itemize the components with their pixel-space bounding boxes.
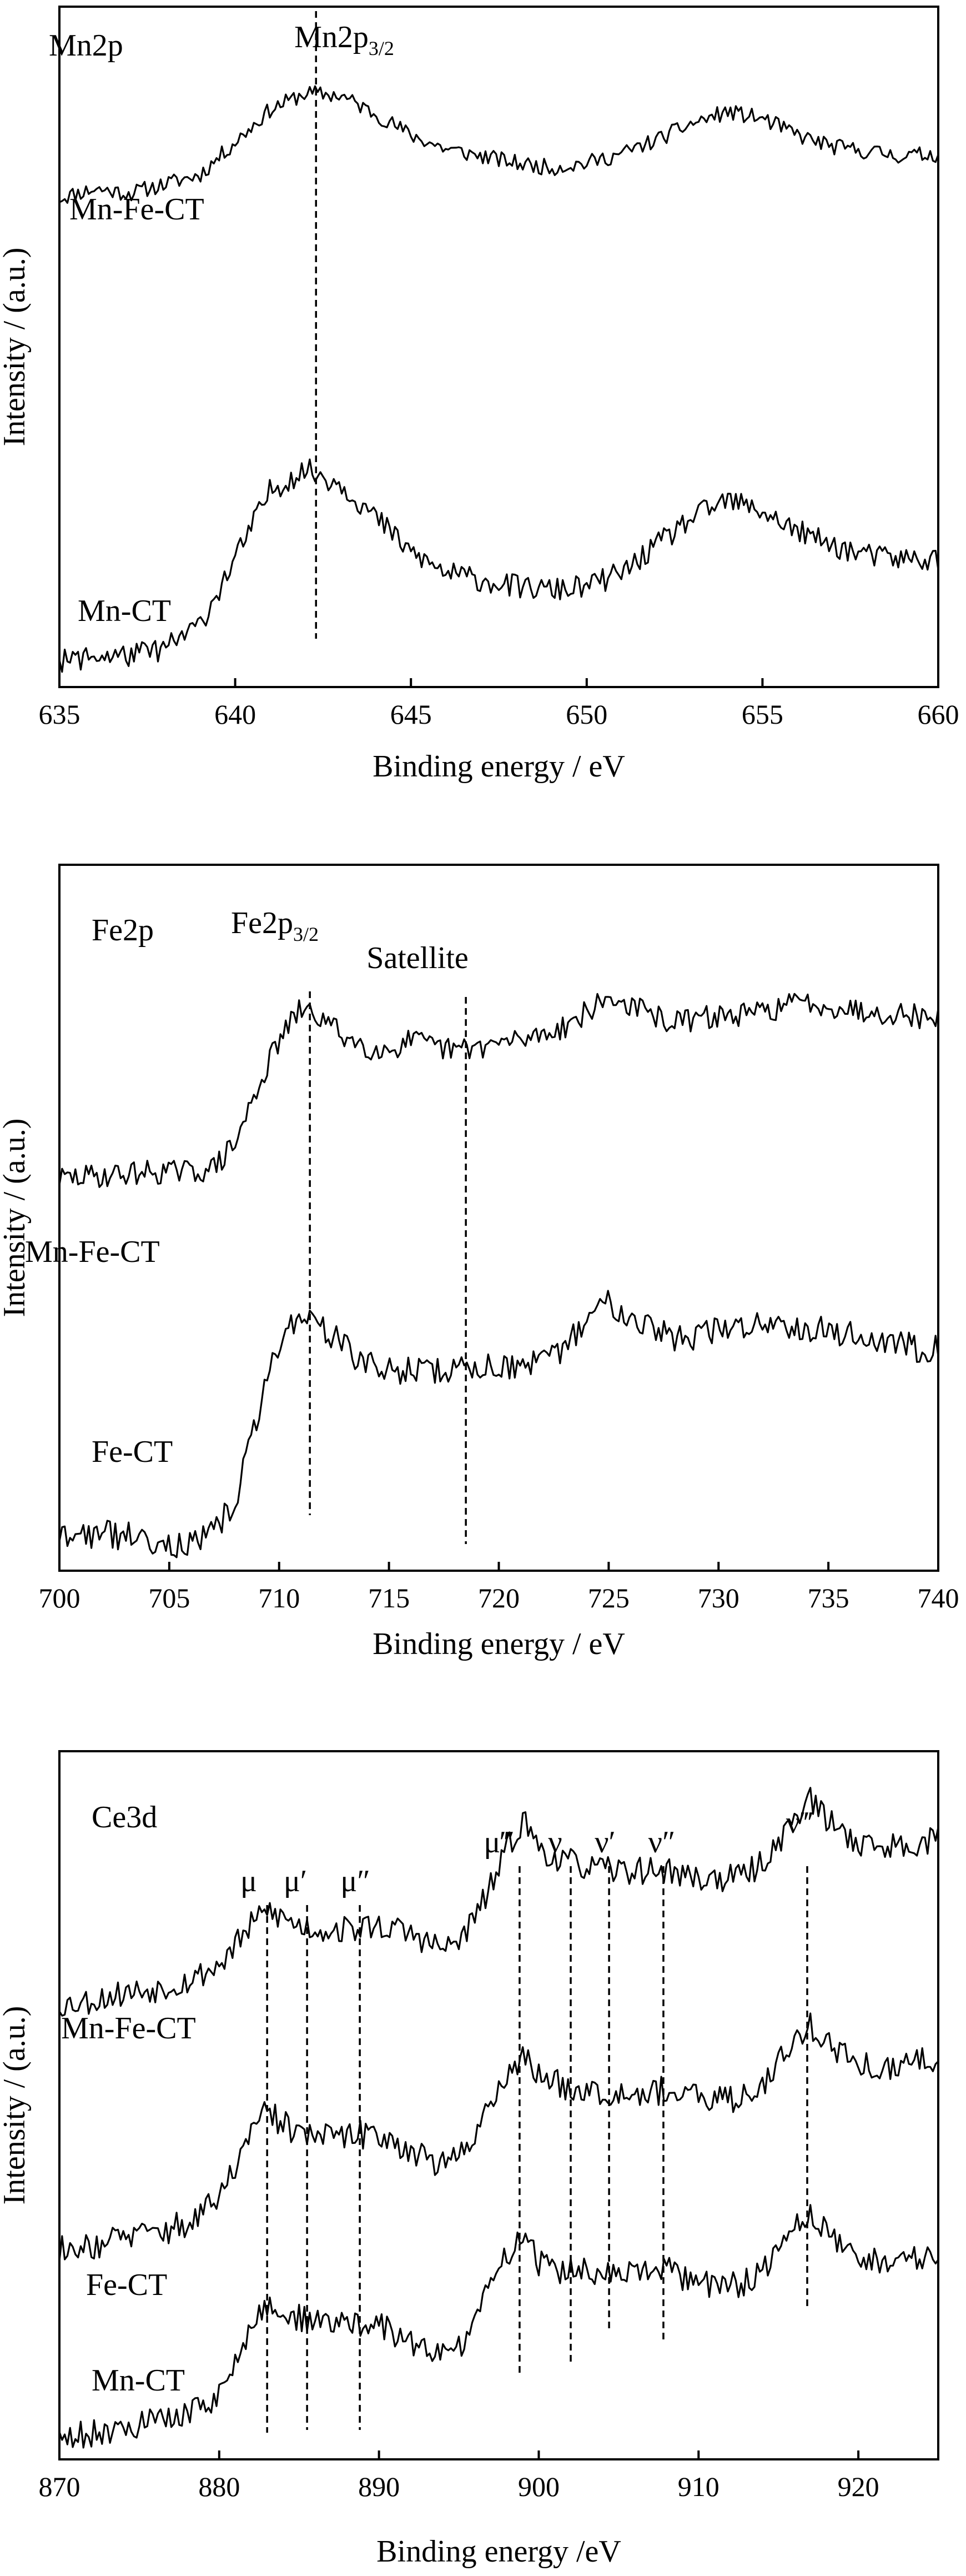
x-tick-label: 715 — [368, 1582, 410, 1613]
series-label: Mn-Fe-CT — [61, 2011, 196, 2046]
x-tick-label: 725 — [588, 1582, 630, 1613]
x-tick-label: 705 — [148, 1582, 190, 1613]
x-tick-label: 710 — [258, 1582, 300, 1613]
y-axis-label: Intensity / (a.u.) — [0, 1119, 32, 1317]
spectrum-line-mn-ct — [58, 2204, 939, 2449]
x-tick-label: 740 — [918, 1582, 959, 1613]
peak-label: ν′ — [595, 1825, 616, 1860]
spectrum-line-mn-ct — [58, 458, 939, 673]
x-tick-label: 640 — [214, 699, 256, 730]
peak-label: ν‴ — [786, 1806, 813, 1840]
x-tick-label: 655 — [742, 699, 783, 730]
plot-frame — [58, 864, 939, 1572]
peak-label: Fe2p3/2 — [231, 906, 319, 945]
x-tick-label: 660 — [918, 699, 959, 730]
spectrum-line-mn-fe-ct — [59, 85, 939, 204]
x-tick-label: 890 — [358, 2471, 400, 2502]
spectrum-line-mn-fe-ct — [58, 1787, 939, 2017]
chart-panel-ce3d: 870 880 890 900 910 920 Binding energy /eV Inte… — [0, 1750, 939, 2569]
series-label: Fe-CT — [92, 1435, 173, 1469]
x-tick-label: 730 — [698, 1582, 739, 1613]
x-tick-label: 880 — [198, 2471, 240, 2502]
spectrum-line-fe-ct — [58, 2012, 939, 2262]
series-label: Mn-Fe-CT — [69, 192, 204, 227]
series-label: Mn-Fe-CT — [25, 1235, 160, 1269]
panel-label: Fe2p — [92, 913, 154, 948]
peak-label: ν — [548, 1825, 562, 1860]
spectrum-line-mn-fe-ct — [58, 993, 939, 1188]
series-label: Mn-CT — [92, 2363, 185, 2398]
x-tick-label: 650 — [566, 699, 607, 730]
plot-frame — [58, 1750, 939, 2460]
peak-label: Satellite — [366, 941, 469, 975]
chart-panel-fe2p: 700 705 710 715 720 725 730 735 740 Binding energ… — [0, 864, 959, 1661]
x-tick-label: 920 — [838, 2471, 879, 2502]
x-tick-label: 735 — [808, 1582, 849, 1613]
panel-label: Ce3d — [92, 1800, 157, 1835]
chart-panel-mn2p: 635 640 645 650 655 660 Binding energy / eV Int… — [0, 6, 959, 784]
peak-label: ν″ — [648, 1825, 676, 1860]
peak-label: μ′ — [284, 1864, 307, 1898]
series-label: Mn-CT — [78, 594, 171, 628]
peak-label: Mn2p3/2 — [294, 20, 394, 59]
x-tick-label: 720 — [478, 1582, 520, 1613]
peak-label: μ″ — [340, 1864, 370, 1898]
series-label: Fe-CT — [86, 2268, 167, 2302]
x-tick-label: 645 — [390, 699, 432, 730]
x-axis-label: Binding energy / eV — [373, 749, 625, 784]
y-axis-label: Intensity / (a.u.) — [0, 248, 32, 447]
x-tick-label: 700 — [39, 1582, 80, 1613]
panel-label: Mn2p — [49, 28, 123, 63]
y-axis-label: Intensity / (a.u.) — [0, 2006, 32, 2205]
plot-frame — [58, 6, 939, 688]
x-tick-label: 910 — [678, 2471, 720, 2502]
x-tick-label: 635 — [39, 699, 80, 730]
x-tick-label: 870 — [39, 2471, 80, 2502]
peak-label: μ — [240, 1864, 257, 1898]
x-axis-label: Binding energy /eV — [376, 2534, 621, 2569]
x-axis-label: Binding energy / eV — [373, 1627, 625, 1661]
peak-label: μ‴ — [484, 1825, 513, 1860]
spectrum-line-fe-ct — [58, 1290, 939, 1558]
x-tick-label: 900 — [518, 2471, 560, 2502]
